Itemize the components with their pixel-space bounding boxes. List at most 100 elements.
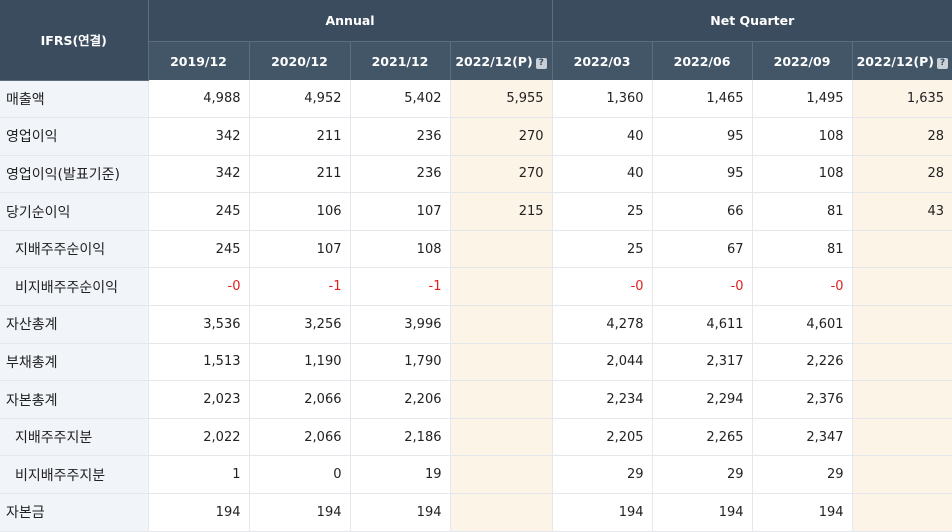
- value-cell: 25: [552, 192, 653, 231]
- value-cell: -1: [350, 267, 451, 307]
- value-cell: 1,513: [148, 343, 250, 382]
- table-row: 매출액 4,988 4,952 5,402 5,955 1,360 1,465 1,495 1,…: [0, 80, 952, 119]
- value-cell: 245: [148, 230, 250, 269]
- value-cell: 236: [350, 117, 451, 156]
- period-label: 2022/06: [673, 53, 731, 69]
- value-cell: [852, 267, 952, 307]
- value-cell: 2,023: [148, 380, 250, 419]
- value-cell: 245: [148, 192, 250, 231]
- value-cell: -0: [652, 267, 753, 307]
- value-cell: 2,294: [652, 380, 753, 419]
- value-cell: 2,205: [552, 418, 653, 457]
- value-cell: 194: [752, 493, 853, 532]
- value-cell: 2,226: [752, 343, 853, 382]
- value-cell: 81: [752, 230, 853, 269]
- table-row: 지배주주지분 2,022 2,066 2,186 2,205 2,265 2,347: [0, 418, 952, 457]
- row-label: 영업이익: [0, 117, 149, 156]
- value-cell: [450, 380, 553, 419]
- value-cell: 1,790: [350, 343, 451, 382]
- period-label: 2020/12: [271, 53, 328, 69]
- value-cell: 215: [450, 192, 553, 231]
- row-label: 영업이익(발표기준): [0, 155, 149, 194]
- value-cell: 1,495: [752, 80, 853, 119]
- value-cell: 2,022: [148, 418, 250, 457]
- table-row: 영업이익(발표기준) 342 211 236 270 40 95 108 28: [0, 155, 952, 194]
- value-cell: 4,988: [148, 80, 250, 119]
- value-cell: 2,376: [752, 380, 853, 419]
- period-header: 2022/12(P)?: [450, 41, 553, 80]
- value-cell: [450, 230, 553, 269]
- value-cell: 4,952: [249, 80, 351, 119]
- value-cell: [450, 343, 553, 382]
- table-row: 비지배주주순이익 -0 -1 -1 -0 -0 -0: [0, 267, 952, 307]
- help-icon[interactable]: ?: [535, 57, 547, 69]
- row-label: 지배주주순이익: [0, 230, 149, 269]
- row-label: 매출액: [0, 80, 149, 119]
- value-cell: -1: [249, 267, 351, 307]
- period-header: 2022/06: [652, 41, 753, 80]
- row-label: 자본금: [0, 493, 149, 532]
- value-cell: 2,265: [652, 418, 753, 457]
- row-label: 당기순이익: [0, 192, 149, 231]
- table-row: 자본총계 2,023 2,066 2,206 2,234 2,294 2,376: [0, 380, 952, 419]
- value-cell: 40: [552, 117, 653, 156]
- value-cell: 1,465: [652, 80, 753, 119]
- value-cell: 108: [752, 117, 853, 156]
- value-cell: [852, 493, 952, 532]
- value-cell: [852, 455, 952, 495]
- value-cell: 107: [350, 192, 451, 231]
- value-cell: 108: [350, 230, 451, 269]
- value-cell: [450, 267, 553, 307]
- value-cell: 342: [148, 155, 250, 194]
- period-label: 2022/12(P): [455, 53, 533, 69]
- period-header: 2022/09: [752, 41, 853, 80]
- period-header: 2021/12: [350, 41, 451, 80]
- value-cell: 5,955: [450, 80, 553, 119]
- value-cell: 40: [552, 155, 653, 194]
- value-cell: 2,044: [552, 343, 653, 382]
- value-cell: 270: [450, 117, 553, 156]
- row-label: 부채총계: [0, 343, 149, 382]
- value-cell: 95: [652, 117, 753, 156]
- row-label: 비지배주주지분: [0, 455, 149, 495]
- table-row: 비지배주주지분 1 0 19 29 29 29: [0, 455, 952, 495]
- period-label: 2022/09: [773, 53, 831, 69]
- value-cell: [852, 380, 952, 419]
- period-header: 2022/03: [552, 41, 653, 80]
- value-cell: -0: [552, 267, 653, 307]
- net-quarter-group-header: Net Quarter: [552, 0, 952, 42]
- value-cell: [450, 493, 553, 532]
- value-cell: 3,256: [249, 305, 351, 344]
- table-row: 지배주주순이익 245 107 108 25 67 81: [0, 230, 952, 269]
- period-label: 2022/12(P): [856, 53, 934, 69]
- value-cell: [852, 230, 952, 269]
- table-body: 매출액 4,988 4,952 5,402 5,955 1,360 1,465 1,495 1,…: [0, 80, 952, 532]
- value-cell: 211: [249, 155, 351, 194]
- value-cell: 3,996: [350, 305, 451, 344]
- value-cell: 81: [752, 192, 853, 231]
- table-row: 자본금 194 194 194 194 194 194: [0, 493, 952, 532]
- value-cell: [852, 343, 952, 382]
- value-cell: 2,066: [249, 380, 351, 419]
- value-cell: [852, 418, 952, 457]
- annual-group-header: Annual: [148, 0, 553, 42]
- value-cell: 2,066: [249, 418, 351, 457]
- value-cell: 43: [852, 192, 952, 231]
- value-cell: 107: [249, 230, 351, 269]
- value-cell: 29: [752, 455, 853, 495]
- row-label: 지배주주지분: [0, 418, 149, 457]
- value-cell: 2,317: [652, 343, 753, 382]
- value-cell: 95: [652, 155, 753, 194]
- value-cell: 1: [148, 455, 250, 495]
- value-cell: 28: [852, 155, 952, 194]
- value-cell: 194: [552, 493, 653, 532]
- value-cell: 3,536: [148, 305, 250, 344]
- value-cell: 67: [652, 230, 753, 269]
- period-header-row: 2019/12 2020/12 2021/12 2022/12(P)? 2022/03 2…: [0, 41, 952, 80]
- value-cell: 19: [350, 455, 451, 495]
- value-cell: 4,611: [652, 305, 753, 344]
- help-icon[interactable]: ?: [936, 57, 948, 69]
- table-row: 자산총계 3,536 3,256 3,996 4,278 4,611 4,601: [0, 305, 952, 344]
- value-cell: -0: [148, 267, 250, 307]
